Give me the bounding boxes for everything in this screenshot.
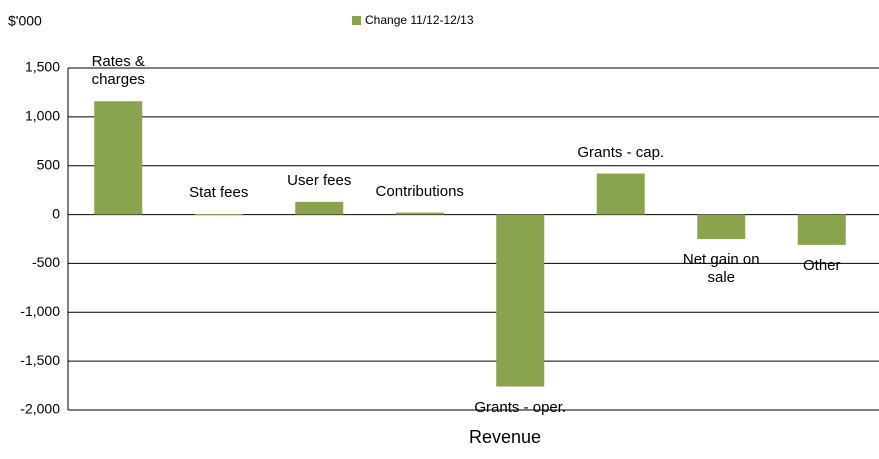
bar: [395, 212, 444, 215]
category-label: Stat fees: [189, 184, 249, 202]
y-tick-label: 1,500: [25, 59, 60, 75]
x-axis-label: Revenue: [469, 427, 541, 447]
category-label: User fees: [287, 171, 352, 189]
bar: [697, 214, 746, 239]
y-axis-label: $'000: [8, 13, 42, 29]
y-tick-label: 1,000: [25, 108, 60, 124]
legend-swatch: [352, 16, 361, 25]
bar: [797, 214, 846, 245]
legend-label: Change 11/12-12/13: [365, 13, 474, 27]
bar: [295, 201, 344, 215]
bar: [496, 214, 545, 387]
y-tick-label: 0: [52, 205, 60, 221]
category-label: Grants - oper.: [474, 398, 567, 416]
category-label: Contributions: [375, 182, 464, 200]
bar: [596, 173, 645, 215]
category-label: Rates & charges: [91, 53, 145, 89]
bar: [194, 214, 243, 216]
y-tick-label: -1,500: [20, 352, 60, 368]
y-tick-label: -2,000: [20, 401, 60, 417]
bar: [94, 101, 143, 215]
y-tick-label: -1,000: [20, 303, 60, 319]
category-label: Net gain on sale: [682, 251, 760, 286]
category-label: Grants - cap.: [577, 143, 665, 161]
category-label: Other: [802, 256, 841, 274]
y-tick-label: 500: [37, 156, 61, 172]
y-tick-label: -500: [32, 254, 60, 270]
